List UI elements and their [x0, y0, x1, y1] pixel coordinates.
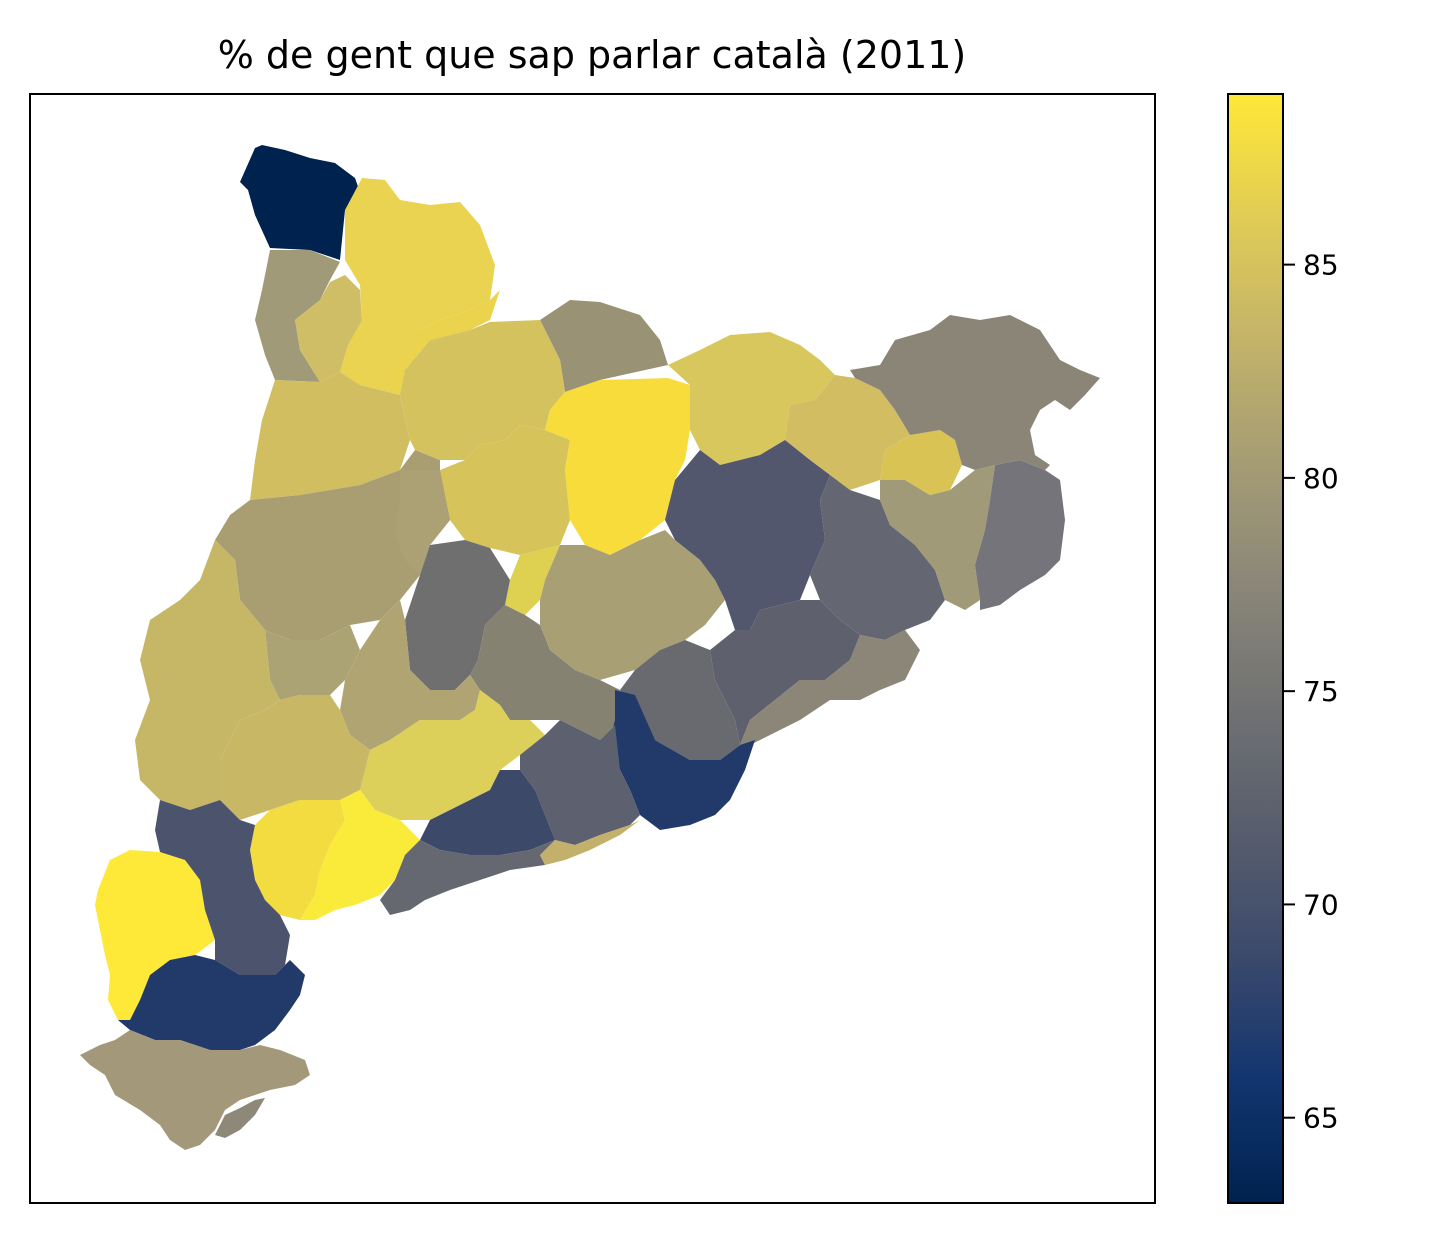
region-anoia-north: [405, 540, 510, 690]
region-alt-penedes: [520, 720, 640, 845]
region-segria: [135, 540, 280, 810]
region-ripolles: [668, 332, 835, 465]
region-alta-ribagorca-pallars-sobira: [340, 178, 495, 395]
colorbar: 65 70 75 80 85: [1227, 93, 1339, 1204]
region-noguera: [250, 372, 410, 500]
region-maresme: [740, 630, 920, 745]
colorbar-ticks: 65 70 75 80 85: [1283, 249, 1339, 1135]
region-pallars-west: [255, 250, 340, 382]
colorbar-tick-label: 80: [1303, 462, 1339, 495]
colorbar-gradient: [1227, 93, 1284, 1204]
region-maresme-valles: [710, 600, 860, 745]
region-terra-alta: [95, 850, 215, 1020]
map-regions: [80, 145, 1100, 1150]
region-barcelones: [610, 690, 755, 830]
map-title: % de gent que sap parlar català (2011): [218, 33, 967, 77]
colorbar-tick-label: 70: [1303, 888, 1339, 921]
region-garrigues: [265, 625, 360, 700]
region-delta-tip: [215, 1098, 265, 1138]
region-bergueda: [545, 378, 690, 555]
region-ribera-ebre: [155, 800, 290, 975]
region-garrotxa: [785, 375, 910, 490]
region-girones: [880, 465, 995, 610]
region-alt-emporda: [850, 315, 1100, 470]
region-cerdanya-ripolles-north: [540, 300, 668, 392]
region-baix-ebre-delta: [80, 1030, 310, 1150]
region-anoia: [470, 605, 620, 740]
colorbar-tick-label: 85: [1303, 249, 1339, 282]
region-priorat: [250, 800, 345, 920]
region-segarra-urgell: [215, 450, 450, 640]
region-pallars-jussa: [295, 275, 362, 382]
region-solsones-south: [395, 470, 450, 575]
region-alt-camp: [420, 770, 555, 855]
region-tarragones: [380, 840, 555, 915]
region-conca-de-barbera: [360, 690, 545, 820]
region-baix-emporda: [975, 460, 1065, 610]
region-bages-north: [505, 545, 560, 615]
region-alt-urgell: [385, 290, 500, 395]
colorbar-tick-label: 75: [1303, 675, 1339, 708]
region-urgell: [340, 600, 480, 750]
region-la-noguera-small: [880, 430, 962, 495]
region-garrigues-south: [220, 695, 370, 820]
region-selva: [810, 475, 945, 640]
region-garraf: [540, 820, 640, 865]
region-osona: [665, 440, 830, 630]
map-frame: [29, 93, 1156, 1204]
region-solsones: [400, 320, 565, 460]
region-val-aran: [240, 145, 362, 260]
region-baix-camp: [300, 790, 420, 920]
colorbar-tick-label: 65: [1303, 1102, 1339, 1135]
region-baix-ebre-north: [118, 955, 305, 1050]
region-bergueda-south: [440, 425, 570, 555]
